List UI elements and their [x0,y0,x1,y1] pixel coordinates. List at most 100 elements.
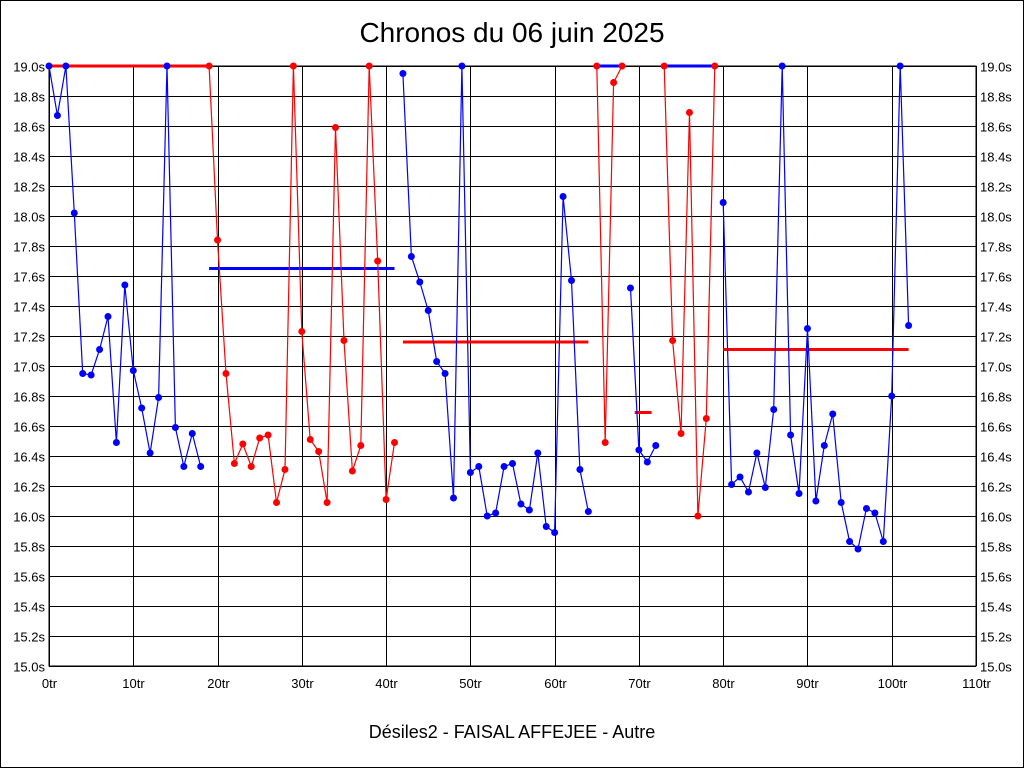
data-point [525,506,533,514]
data-point [466,469,474,476]
data-point [635,446,643,454]
data-point [450,494,458,502]
y-tick-label-left: 15.0s [13,660,45,675]
data-point [79,370,87,377]
x-axis-label: Désiles2 - FAISAL AFFEJEE - Autre [368,722,656,742]
data-point [222,370,230,377]
y-tick-label-left: 17.6s [13,270,45,285]
data-point [509,460,516,467]
data-point [761,484,769,491]
data-point [399,70,407,77]
y-tick-label-right: 16.0s [980,510,1012,525]
data-point [323,499,331,506]
y-tick-label-right: 18.8s [980,90,1012,105]
y-tick-label-left: 16.0s [13,510,45,525]
data-point [517,500,525,508]
y-tick-label-right: 18.0s [980,210,1012,225]
data-point [888,392,896,400]
y-tick-label-left: 15.2s [13,630,45,645]
y-tick-label-left: 16.8s [13,390,45,405]
data-point [180,463,188,470]
data-point [610,79,618,86]
y-tick-label-left: 17.8s [13,240,45,255]
series-line-stint-4 [596,65,623,443]
y-tick-label-left: 15.4s [13,600,45,615]
data-point [96,346,104,353]
data-point [70,209,78,217]
x-tick-label: 60tr [544,676,567,691]
data-point [332,124,340,131]
data-point [854,545,862,553]
data-point [315,448,323,455]
data-point [871,509,879,517]
data-point [441,370,449,377]
data-point [820,442,828,449]
data-point [247,463,255,470]
y-tick-label-left: 15.6s [13,570,45,585]
data-point [492,509,500,517]
series-line-stint-5 [629,287,657,464]
data-point [340,337,348,344]
data-point [896,62,904,70]
data-point [660,62,668,70]
y-tick-label-right: 15.0s [980,660,1012,675]
data-point [483,512,491,520]
y-tick-label-right: 16.8s [980,390,1012,405]
data-point [205,62,213,70]
data-point [53,112,61,119]
data-point [138,404,146,412]
data-point [778,62,786,70]
x-tick-label: 0tr [42,676,58,691]
data-point [171,424,179,431]
y-tick-label-right: 17.2s [980,330,1012,345]
x-tick-label: 50tr [459,676,482,691]
data-point [829,410,837,418]
data-point [197,463,205,470]
data-point [289,62,297,70]
y-tick-label-right: 15.4s [980,600,1012,615]
data-point [736,473,744,481]
x-tick-label: 70tr [628,676,651,691]
data-point [728,481,736,488]
y-tick-label-right: 18.6s [980,120,1012,135]
data-point [239,440,247,448]
data-point [306,436,314,443]
data-point [433,358,441,365]
x-tick-label: 90tr [796,676,819,691]
data-point [719,199,727,206]
data-point [87,371,95,379]
data-point [357,442,365,449]
data-point [812,497,820,505]
y-tick-label-right: 17.8s [980,240,1012,255]
y-tick-label-left: 15.8s [13,540,45,555]
data-point [576,466,584,473]
y-tick-label-left: 16.6s [13,420,45,435]
data-point [273,499,281,506]
data-point [121,281,129,289]
y-tick-label-left: 18.6s [13,120,45,135]
data-point [846,538,854,545]
y-tick-label-right: 15.2s [980,630,1012,645]
x-tick-label: 10tr [122,676,145,691]
data-point [669,337,677,344]
data-point [62,62,70,70]
data-point [214,236,222,244]
x-tick-label: 100tr [878,676,908,691]
data-point [601,439,609,446]
data-point [104,313,112,320]
data-point [146,449,154,457]
data-point [795,490,803,497]
data-point [694,512,702,520]
data-point [45,62,53,70]
data-point [626,284,634,292]
y-tick-label-left: 18.2s [13,180,45,195]
data-point [348,467,356,475]
y-tick-label-right: 18.2s [980,180,1012,195]
y-tick-label-left: 16.4s [13,450,45,465]
y-tick-label-right: 17.6s [980,270,1012,285]
data-point [862,505,870,512]
data-point [281,466,289,473]
data-point [365,62,373,70]
data-point [837,499,845,506]
